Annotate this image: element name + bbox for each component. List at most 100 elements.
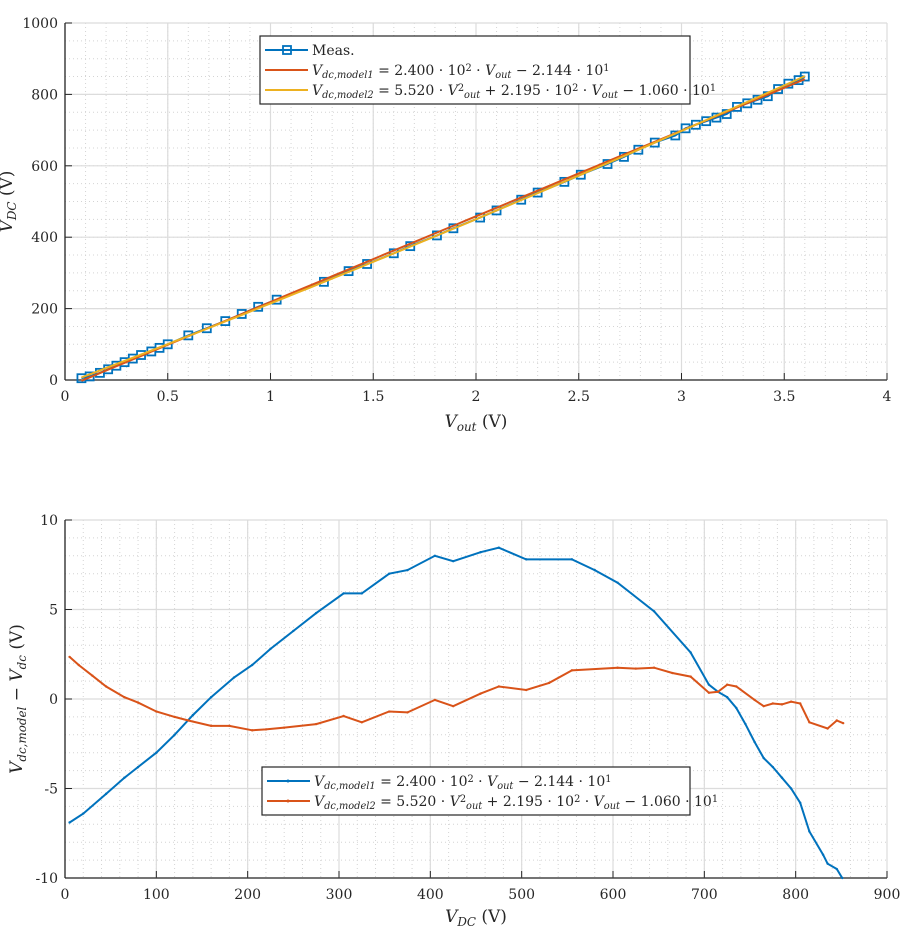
data-point <box>479 692 482 695</box>
chart-1: 0 0.5 1 1.5 2 2.5 3 3.5 4 0 200 400 600 800 1000 Vout (… <box>0 16 892 434</box>
text-part: 2 <box>458 83 464 94</box>
text-part: V <box>7 760 27 774</box>
data-point <box>841 876 844 880</box>
y-tick-label: 200 <box>31 302 58 318</box>
data-point <box>780 776 784 779</box>
data-point <box>735 706 738 710</box>
text-part: = 2.400 · 10 <box>376 774 468 790</box>
data-point <box>762 704 765 708</box>
text-part: dc,model1 <box>324 781 376 792</box>
data-point <box>155 751 158 754</box>
data-point <box>451 559 455 563</box>
text-part: − 1.060 · 10 <box>618 83 710 99</box>
data-point <box>570 669 574 672</box>
data-point <box>251 729 254 732</box>
y-tick-label: 400 <box>31 230 58 246</box>
text-part: (V) <box>476 412 507 432</box>
data-point <box>91 674 94 677</box>
data-point <box>799 702 802 705</box>
text-part: = 5.520 · <box>376 794 450 810</box>
data-point <box>360 721 364 724</box>
text-part: 2 <box>468 774 474 785</box>
data-point <box>342 592 345 595</box>
text-part: · <box>474 774 487 790</box>
data-point <box>835 867 838 871</box>
data-point <box>753 740 756 744</box>
data-point <box>525 688 528 692</box>
text-part: 1 <box>603 63 609 74</box>
data-point <box>314 722 318 726</box>
data-point <box>451 704 455 708</box>
legend: Vdc,model1 = 2.400 · 102 · Vout − 2.144 … <box>261 766 718 816</box>
data-point <box>497 685 501 688</box>
data-point <box>406 711 409 714</box>
data-point <box>209 696 213 699</box>
legend: Meas.Vdc,model1 = 2.400 · 102 · Vout − 2… <box>259 35 716 105</box>
text-part: 1 <box>605 774 611 785</box>
data-point <box>525 558 528 561</box>
data-point <box>173 715 176 719</box>
text-part: Meas. <box>312 43 355 59</box>
text-part: 2 <box>572 83 578 94</box>
text-part: · <box>578 83 591 99</box>
legend-marker <box>286 779 290 783</box>
data-point <box>707 691 711 694</box>
data-point <box>689 651 692 654</box>
x-tick-label: 300 <box>326 887 353 903</box>
x-tick-label: 100 <box>143 887 170 903</box>
data-point <box>771 702 775 705</box>
text-part: V <box>592 83 604 99</box>
data-point <box>283 726 286 729</box>
data-point <box>826 727 829 730</box>
text-part: − 2.144 · 10 <box>513 774 605 790</box>
data-point <box>136 765 140 769</box>
data-point <box>841 721 845 725</box>
data-point <box>104 685 108 688</box>
data-point <box>753 698 756 702</box>
data-point <box>388 710 391 713</box>
data-point <box>155 710 158 713</box>
x-tick-label: 0 <box>61 887 70 903</box>
data-point <box>104 792 108 796</box>
legend-marker <box>282 45 292 55</box>
text-part: − 2.144 · 10 <box>511 63 603 79</box>
y-tick-label: 10 <box>40 513 58 529</box>
y-tick-label: -10 <box>35 871 58 887</box>
data-point <box>388 572 391 575</box>
text-part: V <box>450 794 462 810</box>
text-part: + 2.195 · 10 <box>480 83 572 99</box>
data-point <box>771 765 775 769</box>
y-tick-label: 1000 <box>22 16 58 32</box>
data-point <box>593 568 596 572</box>
data-point <box>209 724 213 728</box>
y-tick-label: 0 <box>49 692 58 708</box>
text-part: V <box>487 774 499 790</box>
x-tick-label: 400 <box>417 887 444 903</box>
y-tick-label: 800 <box>31 87 58 103</box>
text-part: V <box>485 63 497 79</box>
x-tick-label: 3 <box>677 389 686 405</box>
data-point <box>634 667 638 670</box>
text-part: 2 <box>466 63 472 74</box>
text-part: V <box>445 907 459 927</box>
data-marker <box>432 230 442 241</box>
x-tick-label: 700 <box>691 887 718 903</box>
y-tick-label: 0 <box>49 373 58 389</box>
data-point <box>292 629 295 633</box>
data-marker <box>732 101 742 112</box>
x-tick-label: 0 <box>61 389 70 405</box>
x-tick-label: 2 <box>472 389 481 405</box>
text-part: V <box>7 668 27 682</box>
data-point <box>671 671 674 675</box>
text-part: dc,model2 <box>324 801 376 812</box>
x-tick-label: 800 <box>782 887 809 903</box>
data-point <box>821 853 825 856</box>
x-tick-label: 3.5 <box>773 389 795 405</box>
data-point <box>360 592 364 595</box>
x-tick-label: 200 <box>234 887 261 903</box>
text-part: · <box>580 794 593 810</box>
x-tick-label: 4 <box>883 389 892 405</box>
text-part: out <box>604 801 620 812</box>
text-part: − <box>7 682 27 707</box>
